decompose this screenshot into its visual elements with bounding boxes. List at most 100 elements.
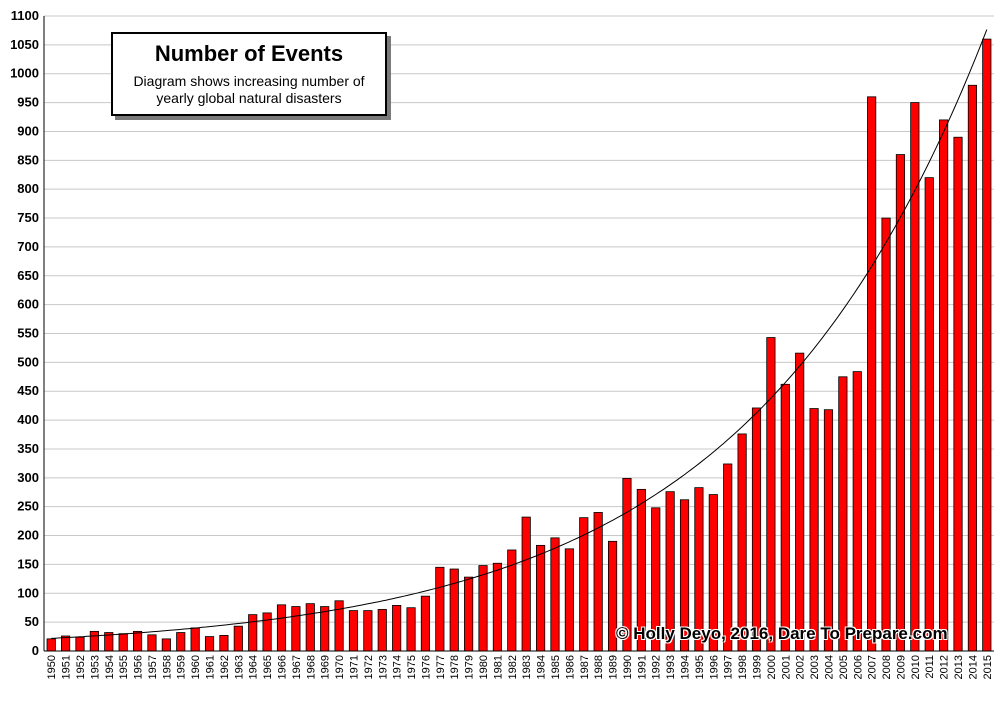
x-tick-label: 1995	[694, 655, 706, 679]
x-tick-label: 2000	[766, 655, 778, 679]
y-tick-label: 650	[17, 268, 39, 283]
y-tick-label: 1000	[10, 66, 39, 81]
bar	[406, 607, 416, 652]
x-tick-label: 1986	[564, 655, 576, 679]
bar	[895, 154, 906, 652]
bar	[392, 604, 402, 652]
bar	[967, 84, 977, 652]
bar	[233, 625, 243, 652]
x-tick-label: 1994	[680, 655, 692, 679]
bar	[823, 409, 834, 652]
x-tick-label: 1998	[737, 655, 749, 679]
x-tick-label: 1952	[75, 655, 87, 679]
bar	[118, 633, 128, 652]
x-tick-label: 1958	[161, 655, 173, 679]
x-tick-label: 1984	[536, 655, 548, 679]
y-tick-label: 950	[17, 95, 39, 110]
bar	[363, 610, 373, 652]
bar	[838, 376, 848, 652]
bar	[521, 516, 531, 652]
x-tick-label: 1968	[305, 655, 317, 679]
bar	[219, 635, 229, 652]
x-tick-label: 1985	[550, 655, 562, 679]
bar	[320, 606, 330, 652]
x-tick-label: 1965	[262, 655, 274, 679]
bar	[147, 634, 157, 652]
x-tick-label: 1966	[277, 655, 289, 679]
x-tick-label: 1988	[593, 655, 605, 679]
x-tick-label: 1997	[723, 655, 735, 679]
bar	[982, 38, 992, 652]
x-tick-label: 2011	[924, 655, 936, 679]
x-tick-label: 1987	[579, 655, 591, 679]
bar	[564, 548, 574, 652]
bar	[420, 595, 431, 652]
bar	[550, 537, 560, 652]
bar	[809, 408, 819, 652]
bar	[161, 638, 171, 652]
x-tick-label: 1983	[521, 655, 533, 679]
x-tick-label: 1992	[651, 655, 663, 679]
x-tick-label: 1980	[478, 655, 490, 679]
bar	[435, 566, 445, 652]
x-tick-label: 2006	[852, 655, 864, 679]
bar	[305, 603, 315, 652]
bar	[924, 177, 934, 652]
bar	[248, 614, 258, 652]
x-tick-label: 1977	[435, 655, 447, 679]
x-tick-label: 1963	[233, 655, 245, 679]
y-tick-label: 1100	[11, 8, 39, 23]
x-tick-label: 2012	[939, 655, 951, 679]
bar	[593, 512, 603, 652]
chart-title: Number of Events	[154, 41, 344, 66]
x-tick-label: 2005	[838, 655, 850, 679]
bar	[176, 632, 186, 652]
x-tick-label: 1974	[392, 655, 404, 679]
x-tick-label: 1967	[291, 655, 303, 679]
bar	[536, 544, 546, 652]
bar	[464, 576, 474, 652]
x-tick-label: 2015	[982, 655, 994, 679]
bar	[795, 352, 805, 652]
bar	[449, 568, 459, 652]
bar	[478, 565, 488, 652]
y-tick-label: 150	[17, 556, 39, 571]
x-tick-label: 2010	[910, 655, 922, 679]
x-tick-label: 1976	[420, 655, 432, 679]
bar	[852, 371, 862, 652]
x-tick-label: 1972	[363, 655, 375, 679]
y-tick-label: 250	[17, 499, 39, 514]
y-tick-label: 0	[32, 643, 39, 658]
x-tick-label: 1979	[464, 655, 476, 679]
x-tick-label: 2001	[780, 655, 792, 679]
x-tick-label: 1950	[46, 655, 58, 679]
bar	[262, 612, 272, 652]
x-tick-label: 2004	[823, 655, 835, 679]
y-tick-label: 1050	[10, 37, 39, 52]
y-tick-label: 450	[17, 383, 39, 398]
bar	[939, 119, 949, 652]
y-tick-label: 550	[17, 326, 39, 341]
bar	[780, 383, 790, 652]
x-tick-label: 1964	[248, 655, 260, 679]
x-tick-label: 1991	[636, 655, 648, 679]
x-tick-label: 1957	[147, 655, 159, 679]
chart-title-box: Number of Events Diagram shows increasin…	[111, 32, 387, 116]
x-tick-label: 2003	[809, 655, 821, 679]
x-tick-label: 1954	[104, 655, 116, 679]
bar	[953, 136, 963, 652]
x-tick-label: 1961	[205, 655, 217, 679]
y-tick-label: 500	[17, 354, 39, 369]
x-tick-label: 1969	[320, 655, 332, 679]
bar	[737, 433, 747, 652]
chart-subtitle: Diagram shows increasing number of yearl…	[133, 73, 365, 106]
y-tick-label: 50	[25, 614, 39, 629]
copyright-credit: © Holly Deyo, 2016, Dare To Prepare.com	[616, 624, 948, 643]
y-tick-label: 600	[17, 297, 39, 312]
x-tick-label: 2014	[967, 655, 979, 679]
x-tick-label: 1996	[708, 655, 720, 679]
y-tick-label: 400	[17, 412, 39, 427]
y-tick-label: 200	[17, 528, 39, 543]
